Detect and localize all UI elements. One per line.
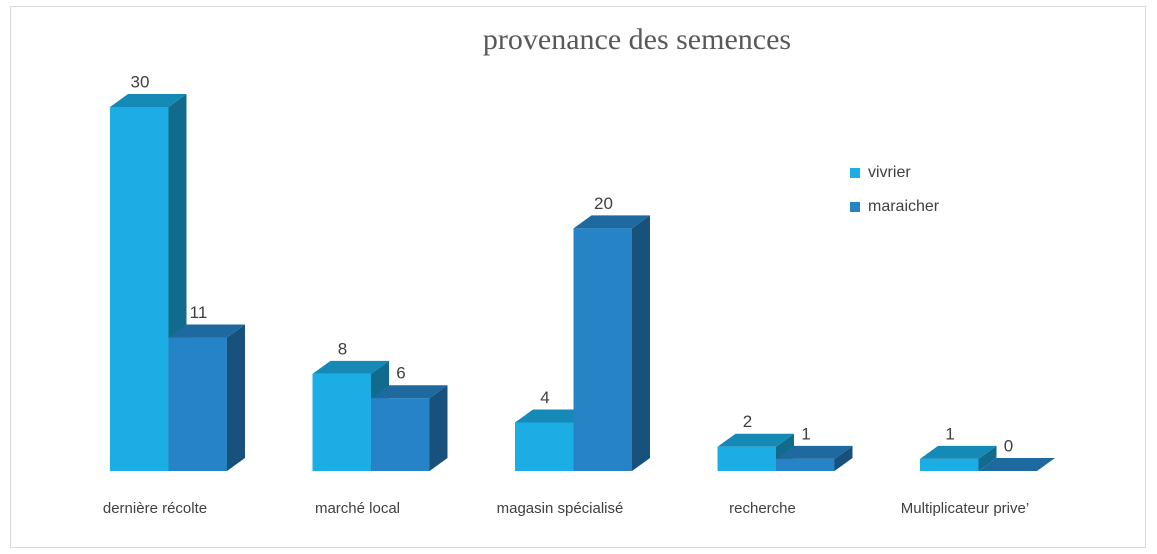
data-label: 11 [190, 303, 208, 322]
bar [371, 385, 448, 471]
bar-top [515, 409, 592, 423]
data-label: 6 [396, 364, 405, 383]
bar-front [776, 458, 835, 471]
data-label: 8 [338, 339, 347, 358]
bar-top [312, 360, 389, 374]
bar-side [429, 385, 448, 471]
data-label: 20 [594, 194, 613, 213]
data-label: 2 [743, 412, 752, 431]
bar-front [312, 373, 371, 471]
bar [776, 445, 853, 471]
bar-top [978, 458, 1055, 471]
bar-top [573, 215, 650, 229]
bar-top [920, 445, 997, 459]
x-tick-label: recherche [729, 500, 796, 517]
bar [168, 324, 245, 471]
legend-label: vivrier [868, 164, 911, 181]
legend-swatch [850, 168, 860, 178]
bar-side [227, 324, 245, 471]
bar-side [978, 445, 997, 471]
bar-top [776, 445, 853, 459]
data-label: 4 [540, 388, 549, 407]
bar-front [168, 337, 227, 471]
bar-side [834, 445, 853, 471]
chart-title: provenance des semences [483, 23, 791, 56]
data-label: 30 [131, 72, 150, 91]
bar-front [515, 422, 574, 471]
bar [573, 215, 650, 471]
data-label: 1 [945, 424, 954, 443]
bar-top [371, 385, 448, 399]
data-label: 1 [801, 424, 810, 443]
bar-top [717, 433, 794, 447]
bar [920, 445, 997, 471]
bar-front [717, 446, 776, 471]
x-tick-label: Multiplicateur prive’ [900, 500, 1030, 517]
legend-label: maraicher [868, 198, 940, 215]
bar-side [632, 215, 650, 471]
data-label: 0 [1004, 436, 1013, 455]
x-tick-label: marché local [314, 500, 401, 517]
bar [978, 458, 1055, 471]
bar-front [920, 458, 979, 471]
legend-swatch [850, 202, 860, 212]
bar-front [371, 398, 430, 471]
bar-front [110, 107, 169, 471]
bar-top [110, 94, 187, 107]
bar-top [168, 324, 245, 338]
x-tick-label: magasin spécialisé [496, 500, 624, 517]
x-tick-label: dernière récolte [102, 500, 208, 517]
bar-front [573, 228, 632, 471]
